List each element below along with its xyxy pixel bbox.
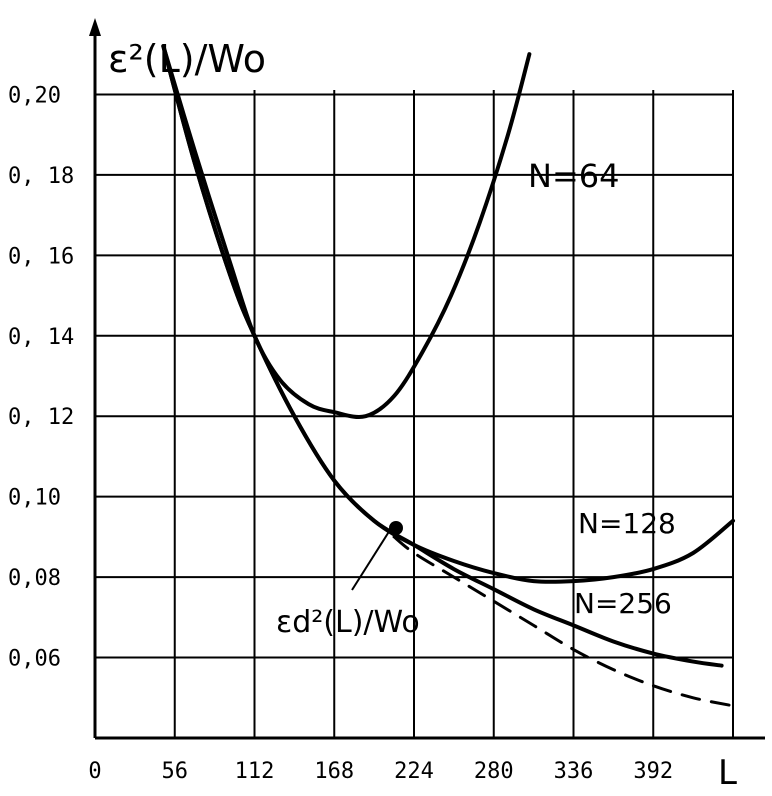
x-tick-labels: 0 56 112 168 224 280 336 392 bbox=[88, 759, 673, 784]
series-group bbox=[161, 44, 735, 708]
axes bbox=[89, 18, 765, 740]
eps-d-marker bbox=[389, 521, 403, 535]
y-tick-label: 0, 16 bbox=[8, 244, 74, 269]
x-tick-label: 392 bbox=[633, 759, 673, 784]
y-tick-label: 0,08 bbox=[8, 566, 61, 591]
y-tick-label: 0,10 bbox=[8, 486, 61, 511]
label-n64: N=64 bbox=[528, 157, 619, 195]
x-tick-label: 168 bbox=[314, 759, 354, 784]
series-line--d-l-wo bbox=[392, 535, 735, 708]
x-axis-title: L bbox=[718, 753, 737, 793]
series-line-n-128 bbox=[161, 44, 735, 584]
label-eps-d: εd²(L)/Wo bbox=[276, 605, 420, 640]
y-tick-labels: 0,20 0, 18 0, 16 0, 14 0, 12 0,10 0,08 0,06 bbox=[8, 83, 74, 671]
eps-d-leader-line bbox=[351, 529, 391, 591]
y-tick-label: 0, 14 bbox=[8, 325, 74, 350]
x-tick-label: 56 bbox=[162, 759, 189, 784]
y-tick-label: 0, 18 bbox=[8, 164, 74, 189]
y-tick-label: 0,20 bbox=[8, 83, 61, 108]
label-n128: N=128 bbox=[578, 507, 676, 540]
grid bbox=[95, 90, 734, 738]
label-n256: N=256 bbox=[574, 587, 672, 620]
y-tick-label: 0,06 bbox=[8, 647, 61, 672]
x-tick-label: 112 bbox=[235, 759, 275, 784]
x-tick-label: 336 bbox=[554, 759, 594, 784]
y-tick-label: 0, 12 bbox=[8, 405, 74, 430]
series-line-n-256 bbox=[161, 44, 724, 668]
y-axis-arrow bbox=[89, 18, 101, 36]
series-line-n-64 bbox=[161, 44, 532, 420]
x-tick-label: 0 bbox=[88, 759, 101, 784]
x-tick-label: 280 bbox=[474, 759, 514, 784]
y-axis-title: ε²(L)/Wo bbox=[108, 37, 266, 81]
x-tick-label: 224 bbox=[394, 759, 434, 784]
